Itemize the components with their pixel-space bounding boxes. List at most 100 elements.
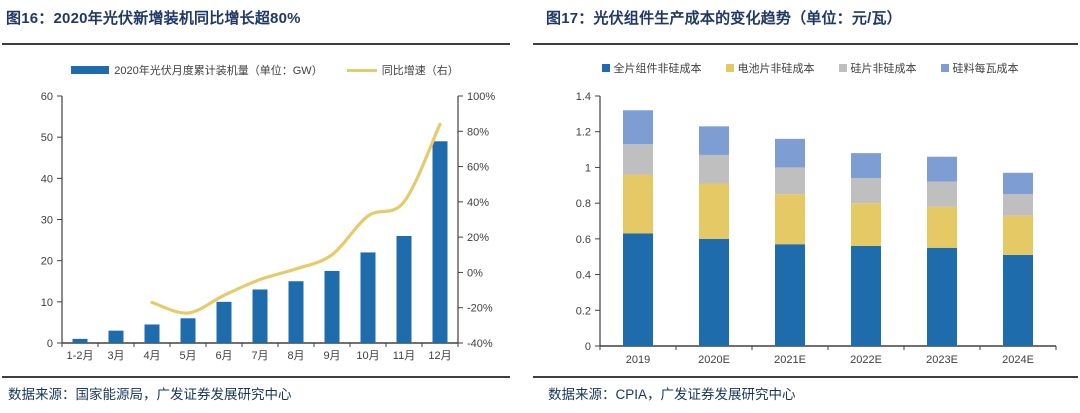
x-axis-label: 2020E <box>698 354 730 366</box>
x-axis-label: 7月 <box>251 350 268 362</box>
installation-bar <box>324 270 340 343</box>
installation-bar <box>252 289 268 343</box>
x-axis-label: 1-2月 <box>67 350 94 362</box>
legend-label: 全片组件非硅成本 <box>613 63 702 75</box>
x-axis-label: 6月 <box>215 350 232 362</box>
x-axis-label: 2023E <box>926 354 958 366</box>
right-tick-label: 60% <box>467 162 489 174</box>
y-tick-label: 1 <box>585 162 591 174</box>
y-tick-label: 0.4 <box>576 270 591 282</box>
legend-label: 硅片非硅成本 <box>850 63 917 75</box>
right-tick-label: 100% <box>467 91 495 103</box>
y-tick-label: 0.2 <box>576 305 591 317</box>
y-tick-label: 0.6 <box>576 234 591 246</box>
y-tick-label: 0.8 <box>576 198 591 210</box>
left-tick-label: 0 <box>47 338 53 350</box>
cost-stack-segment <box>623 174 653 234</box>
legend-item: 2020年光伏月度累计装机量（单位：GW） <box>71 62 323 78</box>
x-axis-label: 2021E <box>774 354 806 366</box>
installation-bar <box>288 281 304 343</box>
cost-stack-segment <box>623 144 653 175</box>
cost-stack-segment <box>775 194 805 245</box>
legend-item: 同比增速（右） <box>346 62 459 78</box>
legend-label: 2020年光伏月度累计装机量（单位：GW） <box>114 65 323 77</box>
installation-bar <box>108 330 124 343</box>
installation-bar <box>216 301 232 343</box>
cost-stack-segment <box>623 233 653 346</box>
cost-stack-segment <box>775 167 805 195</box>
x-axis-label: 11月 <box>393 350 415 362</box>
x-axis-label: 2024E <box>1002 354 1034 366</box>
cost-stack-segment <box>851 178 881 204</box>
figure17-title: 图17：光伏组件生产成本的变化趋势（单位：元/瓦） <box>546 10 902 27</box>
left-tick-label: 50 <box>41 132 53 144</box>
legend-swatch <box>601 64 610 72</box>
y-tick-label: 0 <box>585 341 591 353</box>
cost-stack-segment <box>623 110 653 145</box>
installation-bar <box>180 318 196 343</box>
installation-bar <box>432 141 448 343</box>
figure16-source: 数据来源：国家能源局，广发证券发展研究中心 <box>8 387 292 402</box>
y-tick-label: 1.2 <box>576 127 591 139</box>
right-tick-label: 0% <box>467 267 483 279</box>
cost-stack-segment <box>699 238 729 346</box>
installation-bar <box>360 252 376 343</box>
x-axis-label: 8月 <box>287 350 304 362</box>
figure16-source-divider <box>2 376 510 378</box>
figure17-source: 数据来源：CPIA，广发证券发展研究中心 <box>548 387 796 402</box>
cost-stack-segment <box>775 244 805 346</box>
cost-stack-segment <box>851 203 881 246</box>
cost-stack-segment <box>851 153 881 179</box>
left-tick-label: 40 <box>41 173 53 185</box>
x-axis-label: 2022E <box>850 354 882 366</box>
cost-stack-segment <box>775 138 805 168</box>
left-tick-label: 20 <box>41 256 53 268</box>
legend-swatch <box>71 66 110 74</box>
right-tick-label: 20% <box>467 232 489 244</box>
x-axis-label: 4月 <box>143 350 160 362</box>
figure17-source-divider <box>533 376 1078 378</box>
legend-swatch <box>725 64 734 72</box>
x-axis-label: 2019 <box>626 354 650 366</box>
cost-stack-segment <box>699 126 729 155</box>
x-axis-label: 9月 <box>323 350 340 362</box>
x-axis-label: 5月 <box>179 350 196 362</box>
figure17-title-divider <box>533 43 1078 45</box>
cost-stack-segment <box>927 206 957 248</box>
right-tick-label: 40% <box>467 197 489 209</box>
cost-stack-segment <box>1003 194 1033 216</box>
legend-swatch <box>838 64 847 72</box>
x-axis-label: 12月 <box>428 350 451 362</box>
figure16-installations-chart: 0 10 20 30 40 50 60 -40% -20% 0% 20% 40% 60% 80% 100% 1… <box>41 91 496 362</box>
left-tick-label: 30 <box>41 215 53 227</box>
right-tick-label: -20% <box>467 303 493 315</box>
legend-item: 硅料每瓦成本 <box>940 60 1019 76</box>
cost-stack-segment <box>699 183 729 239</box>
left-tick-label: 60 <box>41 91 53 103</box>
legend-label: 同比增速（右） <box>381 65 459 77</box>
installation-bar <box>144 324 160 343</box>
installation-bar <box>396 235 412 343</box>
figure17-legend: 全片组件非硅成本 电池片非硅成本 硅片非硅成本 硅料每瓦成本 <box>560 60 1060 76</box>
cost-stack-segment <box>927 156 957 182</box>
installation-bar <box>72 338 88 343</box>
figure16-legend: 2020年光伏月度累计装机量（单位：GW） 同比增速（右） <box>40 62 490 78</box>
legend-label: 硅料每瓦成本 <box>952 63 1019 75</box>
cost-stack-segment <box>851 246 881 346</box>
right-tick-label: 80% <box>467 126 489 138</box>
x-axis-label: 3月 <box>107 350 124 362</box>
figure17-cost-chart: 0 0.2 0.4 0.6 0.8 1 1.2 1.4 2019 2020E 2021E 2022E 2… <box>576 91 1057 366</box>
cost-stack-segment <box>927 181 957 207</box>
cost-stack-segment <box>927 247 957 346</box>
legend-label: 电池片非硅成本 <box>737 63 815 75</box>
legend-item: 电池片非硅成本 <box>725 60 815 76</box>
figure16-title: 图16：2020年光伏新增装机同比增长超80% <box>6 10 301 27</box>
legend-swatch <box>940 64 949 72</box>
legend-item: 硅片非硅成本 <box>838 60 917 76</box>
x-axis-label: 10月 <box>356 350 379 362</box>
legend-swatch <box>346 68 377 72</box>
cost-stack-segment <box>699 154 729 184</box>
y-tick-label: 1.4 <box>576 91 591 103</box>
cost-stack-segment <box>1003 215 1033 255</box>
